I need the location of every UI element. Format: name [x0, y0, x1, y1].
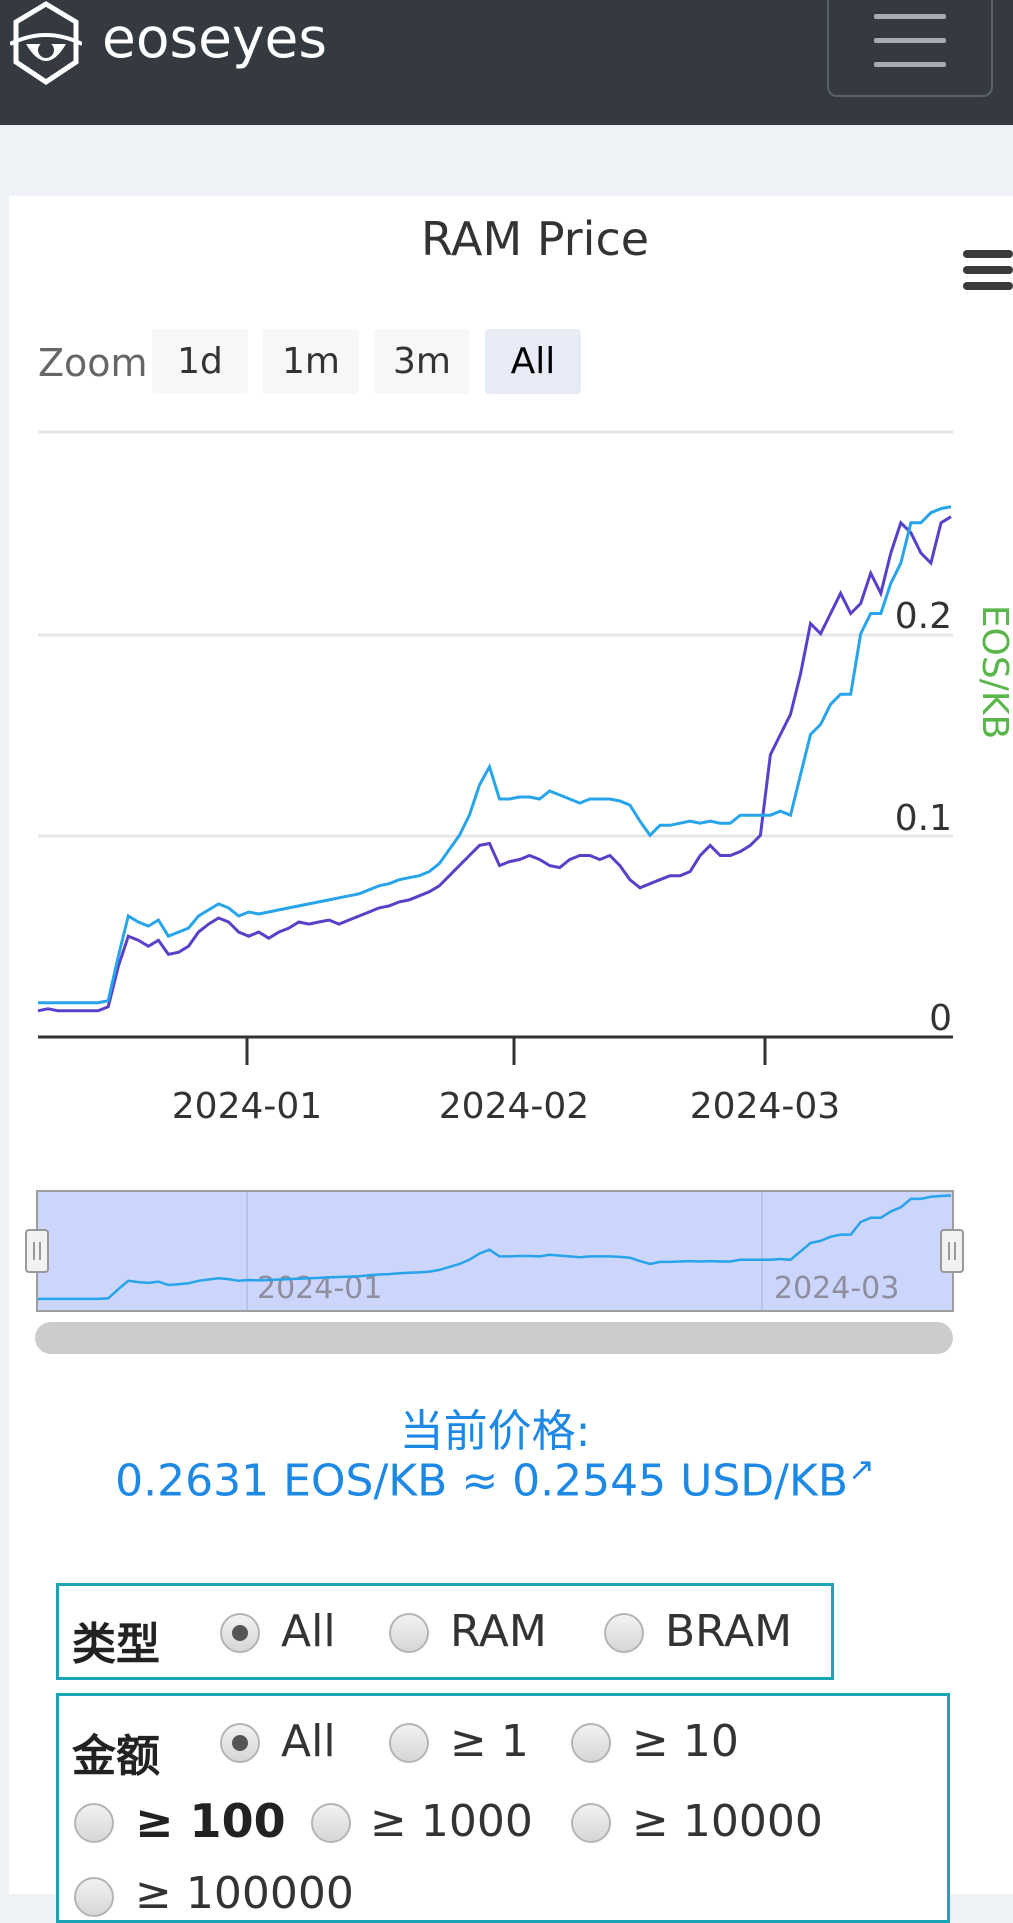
type-filter-group: [56, 1583, 834, 1680]
zoom-3m-button[interactable]: 3m: [374, 329, 470, 394]
amount-option-label: ≥ 100: [135, 1794, 286, 1848]
y-axis-title: EOS/KB: [974, 605, 1013, 739]
navigator-series: [38, 1194, 952, 1301]
amount-radio-100000[interactable]: [74, 1877, 114, 1917]
y-tick-label: 0.2: [895, 596, 952, 637]
chart-scrollbar[interactable]: [35, 1322, 953, 1354]
chart-title: RAM Price: [420, 212, 650, 266]
zoom-all-button[interactable]: All: [485, 329, 581, 394]
brand-name[interactable]: eoseyes: [102, 6, 328, 70]
type-option-label: RAM: [450, 1606, 547, 1657]
amount-option-label: ≥ 10000: [632, 1796, 823, 1847]
series-line-b: [37, 515, 952, 1013]
shield-eye-logo-icon[interactable]: [9, 0, 83, 88]
zoom-1m-button[interactable]: 1m: [263, 329, 359, 394]
y-tick-label: 0: [929, 998, 952, 1039]
amount-option-label: ≥ 10: [632, 1716, 739, 1767]
hamburger-bar: [874, 38, 946, 43]
type-filter-label: 类型: [72, 1619, 160, 1670]
x-tick-label: 2024-02: [439, 1086, 589, 1127]
navigator-tick-label: 2024-03: [774, 1271, 899, 1306]
zoom-1d-button[interactable]: 1d: [152, 329, 248, 394]
type-radio-ram[interactable]: [389, 1613, 429, 1653]
type-option-label: BRAM: [665, 1606, 793, 1657]
x-tick-label: 2024-01: [172, 1086, 322, 1127]
amount-filter-group: [56, 1693, 950, 1923]
hamburger-bar: [874, 62, 946, 67]
amount-filter-label: 金额: [72, 1731, 160, 1782]
amount-option-label: ≥ 1: [450, 1716, 529, 1767]
x-tick-label: 2024-03: [690, 1086, 840, 1127]
nav-toggle-button[interactable]: [827, 0, 993, 97]
hamburger-menu-icon: [874, 14, 946, 19]
type-radio-all[interactable]: [220, 1613, 260, 1653]
type-radio-bram[interactable]: [604, 1613, 644, 1653]
current-price-value[interactable]: 0.2631 EOS/KB ≈ 0.2545 USD/KB: [115, 1455, 849, 1507]
navigator-right-handle[interactable]: [940, 1229, 964, 1273]
amount-radio-1[interactable]: [389, 1723, 429, 1763]
amount-radio-100[interactable]: [74, 1803, 114, 1843]
current-price-heading: 当前价格:: [399, 1406, 591, 1457]
zoom-label: Zoom: [38, 341, 148, 385]
type-option-label: All: [281, 1606, 336, 1657]
ram-price-chart: 0.2 0.1 0 2024-01 2024-02 2024-03 EOS/KB…: [25, 430, 1013, 1354]
y-tick-label: 0.1: [895, 798, 952, 839]
amount-option-label: ≥ 100000: [135, 1868, 354, 1919]
navigator-left-handle[interactable]: [25, 1229, 49, 1273]
amount-radio-1000[interactable]: [311, 1803, 351, 1843]
external-link-icon[interactable]: ↗: [848, 1450, 875, 1488]
amount-radio-10000[interactable]: [571, 1803, 611, 1843]
amount-option-label: ≥ 1000: [370, 1796, 533, 1847]
amount-radio-10[interactable]: [571, 1723, 611, 1763]
context-menu-icon[interactable]: [963, 250, 1013, 292]
series-line-a: [38, 505, 952, 1005]
current-price-line[interactable]: 0.2631 EOS/KB ≈ 0.2545 USD/KB↗: [0, 1450, 990, 1507]
amount-radio-all[interactable]: [220, 1723, 260, 1763]
navbar: eoseyes: [0, 0, 1013, 125]
amount-option-label: All: [281, 1716, 336, 1767]
